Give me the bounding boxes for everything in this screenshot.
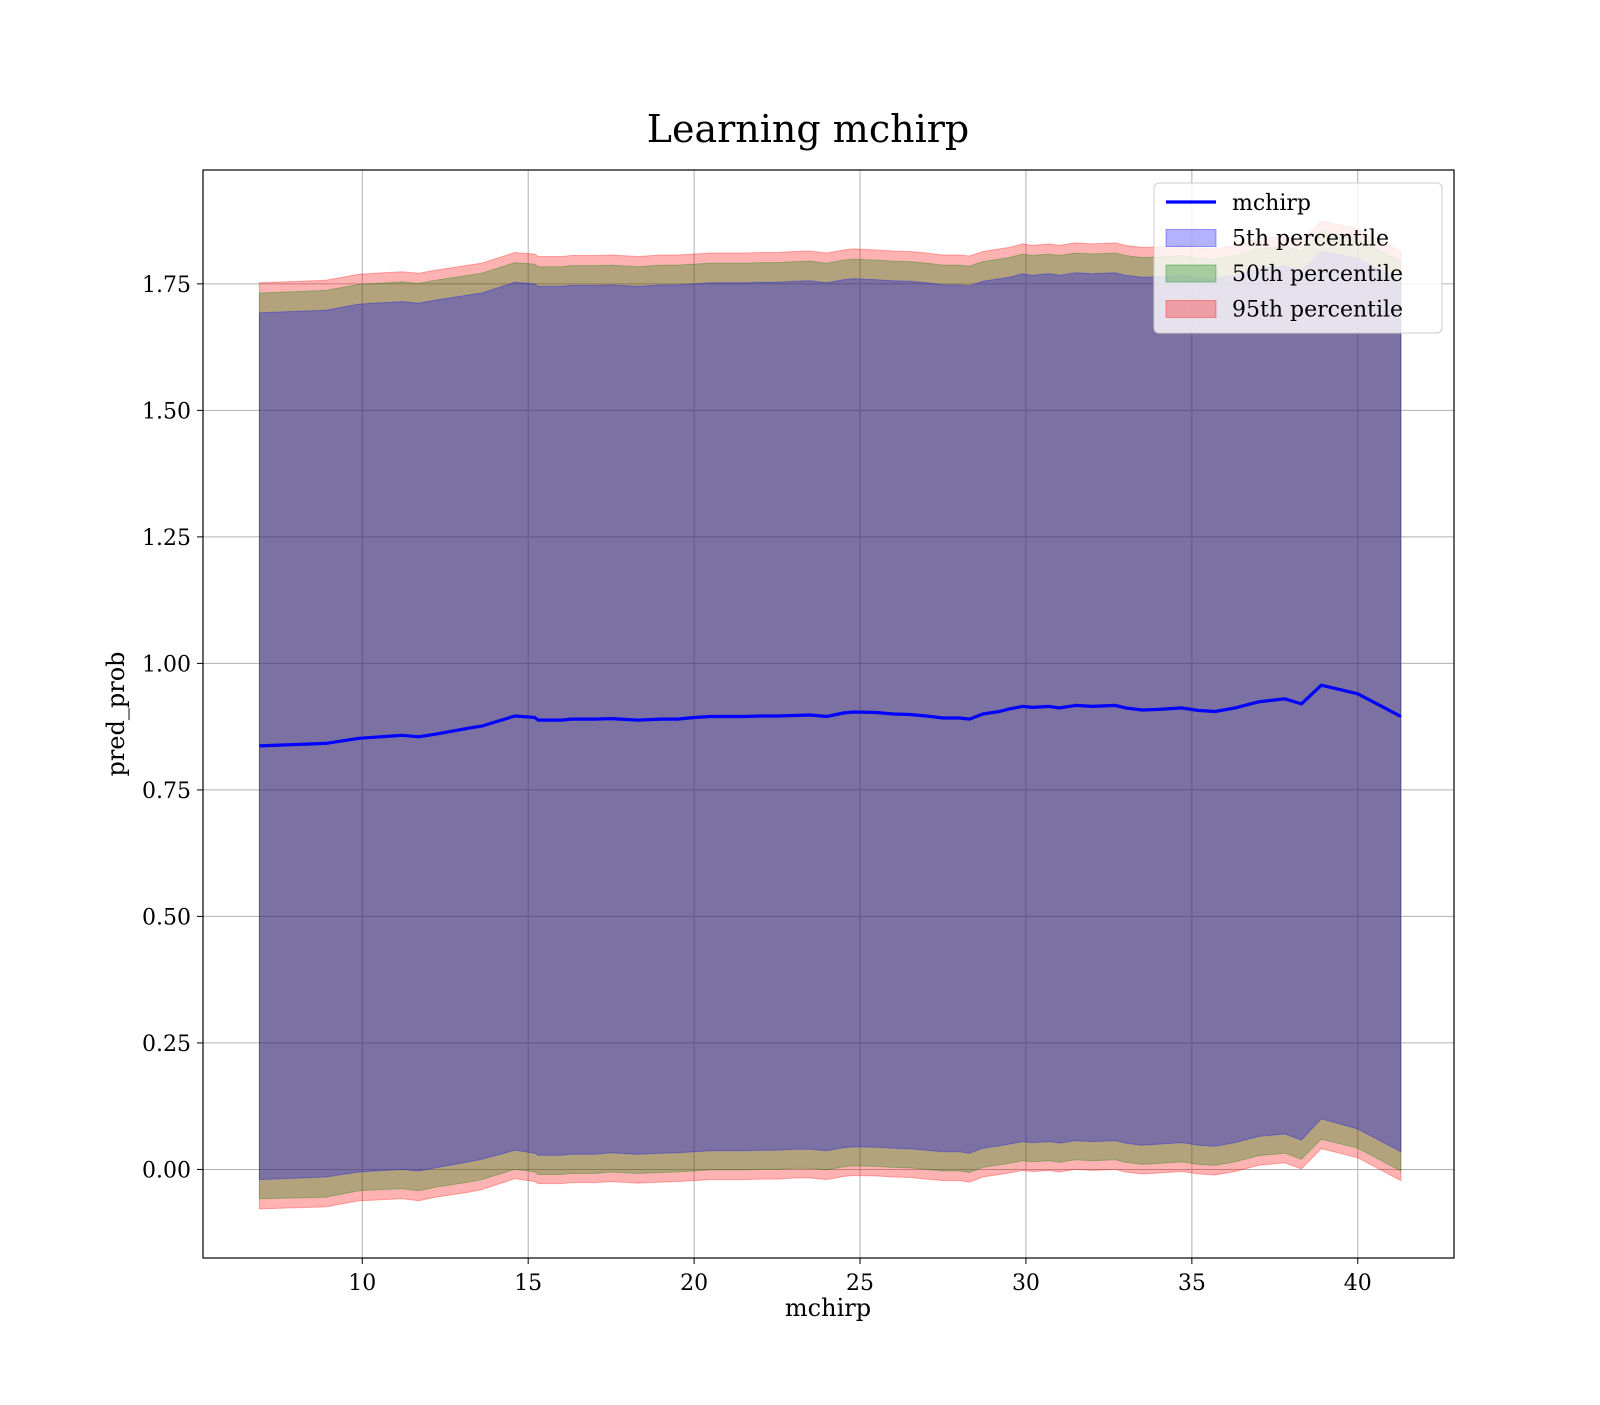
x-tick-label: 40 — [1344, 1271, 1372, 1296]
legend-items: mchirp 5th percentile 50th percentile 95th … — [1165, 191, 1403, 323]
lines — [259, 683, 1402, 748]
legend: mchirp 5th percentile 50th percentile 95th … — [1153, 182, 1443, 334]
y-tick-label: 1.50 — [142, 399, 191, 424]
y-tick-label: 0.25 — [142, 1032, 191, 1057]
legend-label: 95th percentile — [1232, 298, 1403, 323]
x-tick-label: 25 — [846, 1271, 874, 1296]
x-axis-label: mchirp — [785, 1294, 871, 1322]
y-tick-label: 1.25 — [142, 526, 191, 551]
legend-swatch-band — [1165, 300, 1217, 318]
series-line-mchirp — [259, 683, 1402, 748]
y-axis-label: pred_prob — [102, 651, 130, 776]
y-tick-label: 0.75 — [142, 779, 191, 804]
legend-swatch-band — [1165, 229, 1217, 247]
chart-title: Learning mchirp — [647, 107, 969, 151]
x-tick-label: 30 — [1012, 1271, 1040, 1296]
x-tick-label: 35 — [1178, 1271, 1206, 1296]
y-tick-label: 0.50 — [142, 905, 191, 930]
legend-swatch-band — [1165, 264, 1217, 283]
legend-label: mchirp — [1232, 191, 1311, 216]
grid — [203, 170, 1454, 1258]
x-tick-label: 10 — [348, 1271, 376, 1296]
plot-frame — [202, 169, 1455, 1259]
legend-box — [1153, 182, 1443, 334]
legend-label: 5th percentile — [1232, 227, 1389, 252]
legend-label: 50th percentile — [1232, 262, 1403, 287]
x-axis-ticks: 10 15 20 25 30 35 40 — [348, 1258, 1372, 1296]
x-tick-label: 20 — [680, 1271, 708, 1296]
y-tick-label: 1.75 — [142, 273, 191, 298]
y-tick-label: 0.00 — [142, 1158, 191, 1183]
x-tick-label: 15 — [514, 1271, 542, 1296]
y-tick-label: 1.00 — [142, 652, 191, 677]
y-axis-ticks: 0.00 0.25 0.50 0.75 1.00 1.25 1.50 1.75 — [142, 273, 203, 1183]
